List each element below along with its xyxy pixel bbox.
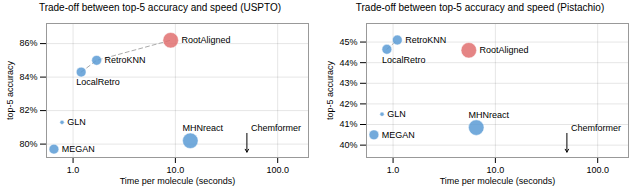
svg-text:100.0: 100.0 <box>586 165 609 175</box>
svg-text:10.0: 10.0 <box>167 165 185 175</box>
svg-text:1.0: 1.0 <box>387 165 400 175</box>
svg-text:Chemformer: Chemformer <box>571 123 621 133</box>
svg-text:RootAligned: RootAligned <box>181 35 230 45</box>
svg-text:LocalRetro: LocalRetro <box>76 77 120 87</box>
svg-text:RetroKNN: RetroKNN <box>405 35 446 45</box>
svg-text:100.0: 100.0 <box>266 165 289 175</box>
html-text:Trade-off between top-5 accura: Trade-off between top-5 accuracy and spe… <box>355 2 605 13</box>
svg-text:LocalRetro: LocalRetro <box>382 55 426 65</box>
svg-text:MHNreact: MHNreact <box>183 123 224 133</box>
svg-text:84%: 84% <box>19 72 37 82</box>
svg-text:86%: 86% <box>19 38 37 48</box>
svg-text:1.0: 1.0 <box>67 165 80 175</box>
html-text:Trade-off between top-5 accura: Trade-off between top-5 accuracy and spe… <box>38 2 282 13</box>
svg-text:10.0: 10.0 <box>487 165 505 175</box>
svg-text:43%: 43% <box>339 78 357 88</box>
svg-text:40%: 40% <box>339 140 357 150</box>
svg-text:Time per molecule (seconds): Time per molecule (seconds) <box>440 176 556 186</box>
svg-text:Time per molecule (seconds): Time per molecule (seconds) <box>120 176 236 186</box>
svg-text:top-5 accuracy: top-5 accuracy <box>5 60 15 120</box>
svg-text:RetroKNN: RetroKNN <box>105 55 146 65</box>
svg-text:GLN: GLN <box>67 117 86 127</box>
svg-text:MEGAN: MEGAN <box>62 144 95 154</box>
svg-text:82%: 82% <box>19 105 37 115</box>
svg-text:MHNreact: MHNreact <box>468 110 509 120</box>
svg-text:top-5 accuracy: top-5 accuracy <box>325 60 335 120</box>
svg-text:44%: 44% <box>339 58 357 68</box>
svg-text:45%: 45% <box>339 37 357 47</box>
svg-text:41%: 41% <box>339 119 357 129</box>
svg-text:80%: 80% <box>19 139 37 149</box>
svg-text:MEGAN: MEGAN <box>382 130 415 140</box>
svg-text:RootAligned: RootAligned <box>480 45 529 55</box>
svg-text:GLN: GLN <box>387 109 406 119</box>
svg-text:42%: 42% <box>339 99 357 109</box>
svg-text:Chemformer: Chemformer <box>251 123 301 133</box>
